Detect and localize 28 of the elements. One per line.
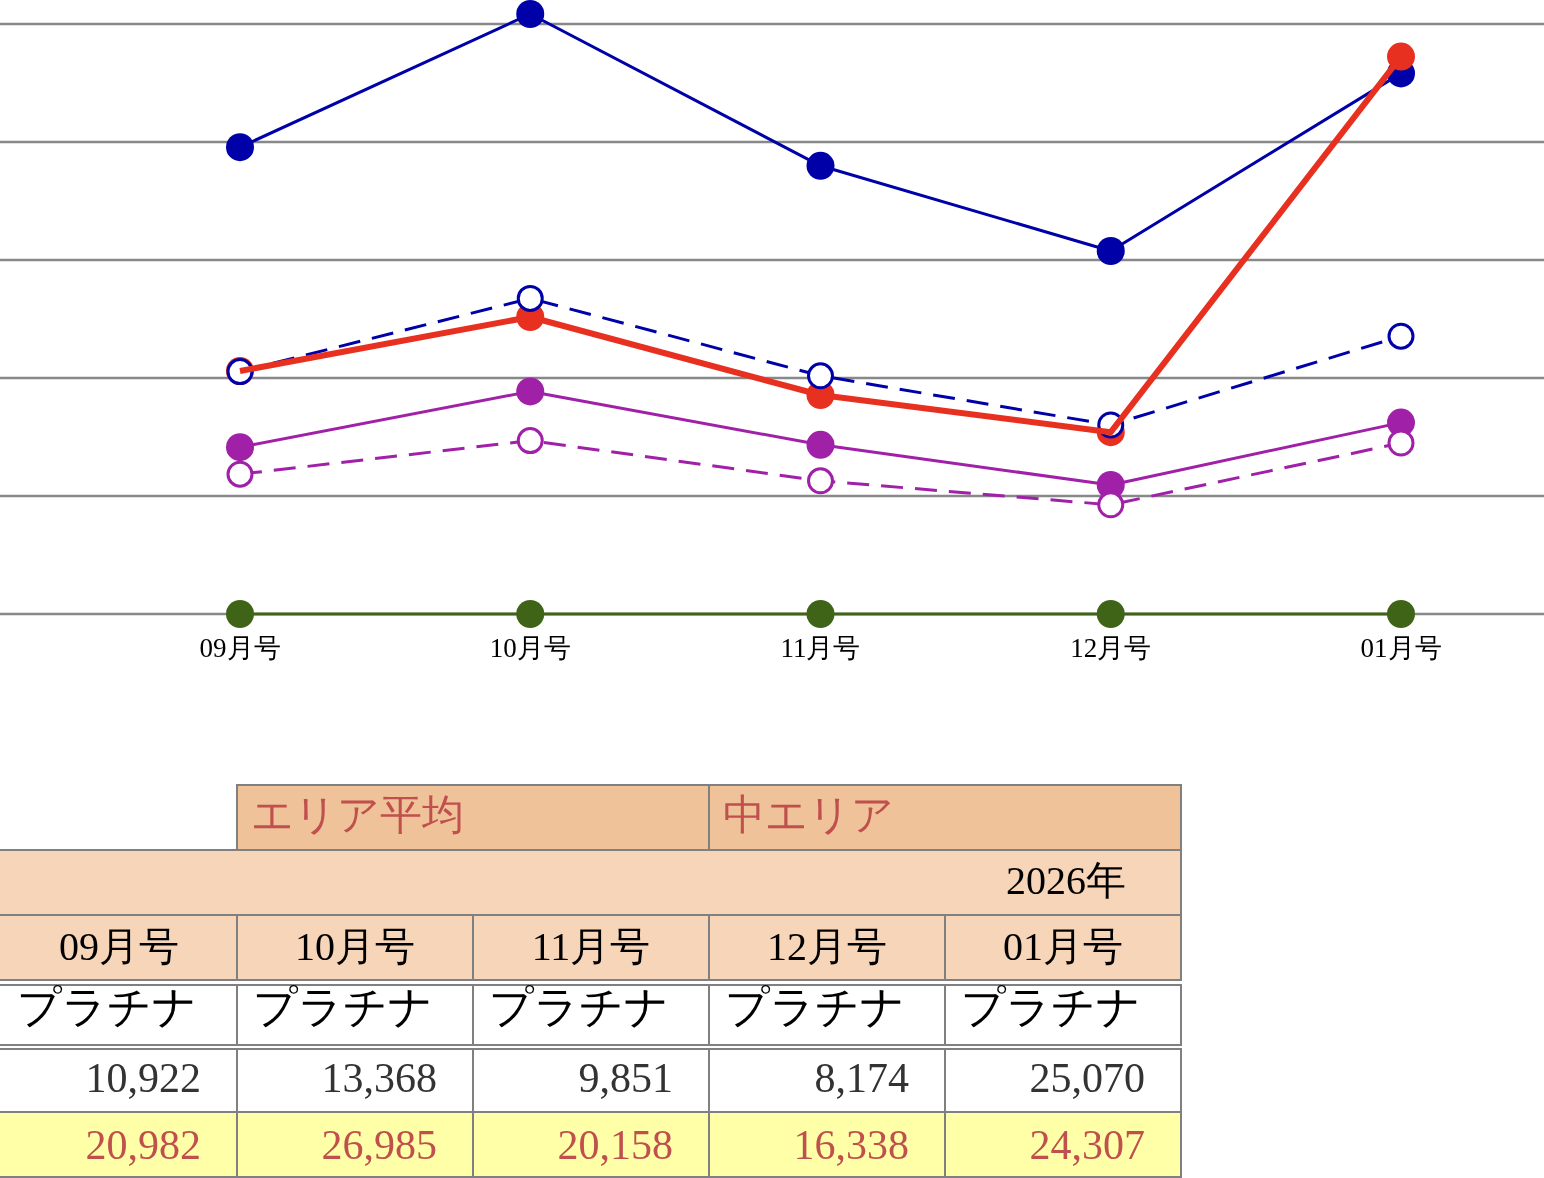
x-tick-label: 10月号 [489, 633, 571, 663]
text: プラチナ [489, 983, 669, 1032]
text: 16,338 [793, 1122, 909, 1168]
text: 25,070 [1029, 1055, 1145, 1101]
text: プラチナ [961, 983, 1141, 1032]
text: 2026年 [1006, 858, 1126, 903]
category-label: 01月号 [1003, 924, 1123, 969]
x-tick-label: 12月号 [1070, 633, 1152, 663]
text: 13,368 [321, 1055, 437, 1101]
text: 26,985 [321, 1122, 437, 1168]
category-label: 10月号 [295, 924, 415, 969]
text: 24,307 [1029, 1122, 1145, 1168]
text: プラチナ [725, 983, 905, 1032]
category-label: 09月号 [59, 924, 179, 969]
text: 9,851 [578, 1055, 673, 1101]
category-label: 11月号 [531, 924, 651, 969]
text: 20,158 [557, 1122, 673, 1168]
x-tick-label: 01月号 [1360, 633, 1442, 663]
text: 20,982 [85, 1122, 201, 1168]
text: 8,174 [814, 1055, 909, 1101]
text: プラチナ [17, 983, 197, 1032]
x-tick-label: 09月号 [199, 633, 281, 663]
x-tick-label: 11月号 [780, 633, 861, 663]
text: プラチナ [253, 983, 433, 1032]
text: 中エリア [723, 792, 894, 838]
text: 10,922 [85, 1055, 201, 1101]
text: エリア平均 [251, 792, 464, 838]
category-label: 12月号 [767, 924, 887, 969]
